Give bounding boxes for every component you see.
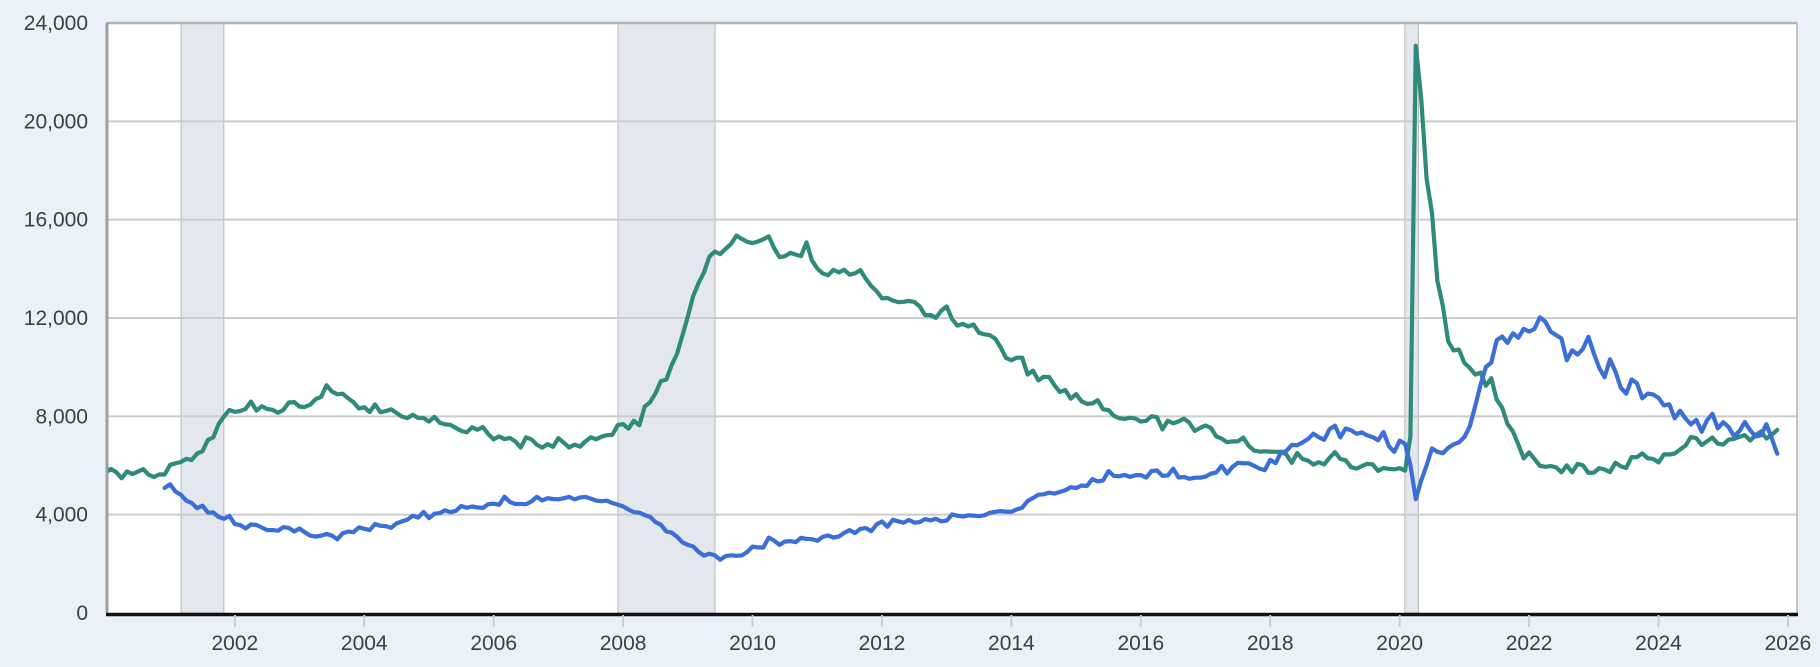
y-axis-label: 24,000 bbox=[24, 12, 88, 35]
blue-line bbox=[162, 315, 1780, 562]
x-axis-label: 2024 bbox=[1635, 632, 1682, 655]
x-axis-label: 2022 bbox=[1506, 632, 1553, 655]
x-axis-label: 2008 bbox=[600, 632, 647, 655]
x-axis-label: 2016 bbox=[1117, 632, 1164, 655]
x-axis-label: 2012 bbox=[859, 632, 906, 655]
y-axis-label: 20,000 bbox=[24, 110, 88, 133]
x-axis-label: 2018 bbox=[1247, 632, 1294, 655]
green-line bbox=[108, 43, 1780, 481]
x-axis-label: 2010 bbox=[729, 632, 776, 655]
x-axis-label: 2002 bbox=[211, 632, 258, 655]
y-axis-label: 12,000 bbox=[24, 307, 88, 330]
x-axis-label: 2006 bbox=[470, 632, 517, 655]
y-axis-label: 4,000 bbox=[35, 504, 88, 527]
x-axis-label: 2004 bbox=[341, 632, 388, 655]
y-axis-label: 16,000 bbox=[24, 209, 88, 232]
x-axis-label: 2014 bbox=[988, 632, 1035, 655]
y-axis-label: 8,000 bbox=[35, 405, 88, 428]
y-axis-label: 0 bbox=[76, 602, 88, 625]
x-axis-label: 2026 bbox=[1765, 632, 1812, 655]
x-axis-label: 2020 bbox=[1376, 632, 1423, 655]
